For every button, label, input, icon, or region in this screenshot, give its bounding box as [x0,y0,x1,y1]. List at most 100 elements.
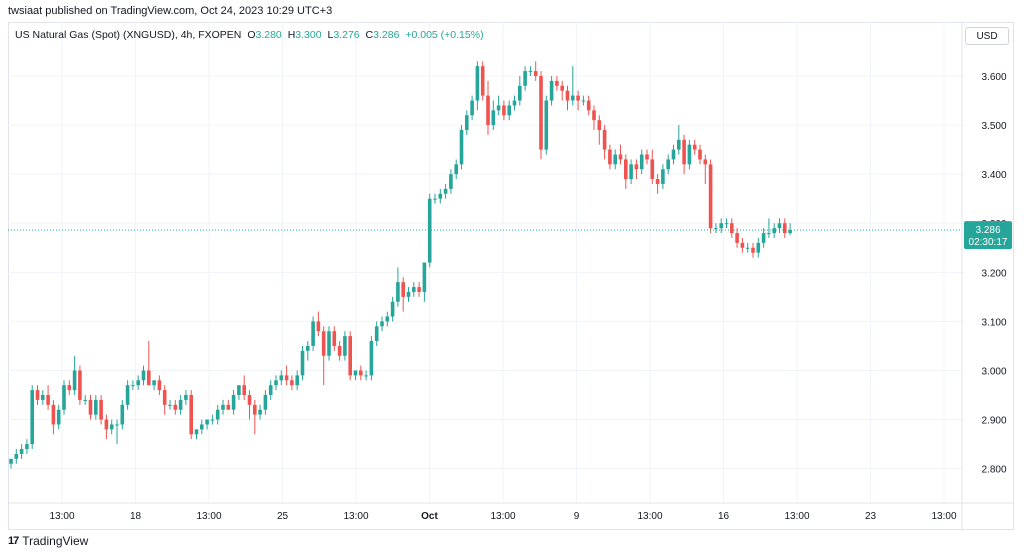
candle-body [279,375,284,381]
legend-open-label: O [247,29,256,41]
candle-body [512,100,517,106]
candle-body [258,409,262,415]
candle-body [290,380,294,386]
candle-body [533,71,538,76]
candle-body [231,395,236,410]
candle-body [692,144,697,150]
candle-body [724,223,729,225]
candle-body [549,80,554,101]
x-tick-label: 18 [130,511,142,522]
candle-body [682,139,686,165]
legend-symbol: US Natural Gas (Spot) (XNGUSD), 4h, FXOP… [15,29,242,41]
candle-body [348,336,352,376]
currency-button[interactable]: USD [965,27,1009,45]
candle-body [337,345,342,356]
legend-low-label: L [327,29,334,41]
candle-body [788,230,792,234]
candle-body [311,321,315,346]
x-tick-label: 9 [574,511,580,522]
candle-body [178,399,183,410]
candle-body [523,71,527,86]
y-tick-label: 2.900 [981,416,1006,427]
candle-body [772,228,776,234]
candle-body [406,291,411,297]
candle-body [666,159,670,170]
candle-body [194,429,199,435]
candle-body [104,419,109,430]
candle-body [507,105,511,116]
candle-body [730,223,734,234]
candle-body [88,399,93,415]
candle-body [316,321,321,332]
candle-body [486,95,490,126]
candle-body [645,154,649,160]
candle-body [687,144,692,165]
footer-brand[interactable]: TradingView [22,534,89,548]
candle-body [443,188,448,194]
candle-body [125,385,130,405]
candle-body [412,287,416,292]
candle-body [83,399,87,401]
candle-body [703,159,708,165]
candle-body [634,164,639,170]
candle-body [284,375,289,381]
candle-body [210,419,215,421]
candle-body [560,85,564,91]
candle-body [136,380,140,386]
countdown-label: 02:30:17 [969,237,1008,248]
x-tick-label: 23 [865,511,877,522]
candle-body [698,149,702,160]
legend-high: 3.300 [295,29,322,41]
candle-body [613,154,617,165]
candle-body [761,233,766,243]
y-tick-label: 3.000 [981,366,1006,377]
candle-body [433,198,437,200]
candle-body [592,110,596,121]
legend-close: 3.286 [373,29,400,41]
candle-body [295,375,299,386]
candle-body [157,380,162,391]
x-tick-label: 13:00 [784,511,809,522]
candle-body [475,66,480,101]
x-tick-label: Oct [421,511,438,522]
candle-body [147,370,151,386]
candle-body [30,390,34,445]
candle-body [470,100,474,116]
candle-body [777,223,782,229]
candle-body [655,179,660,184]
candle-body [221,404,225,410]
candle-body [343,336,347,356]
legend-change: +0.005 (+0.15%) [405,29,484,41]
candle-body [19,449,24,454]
candle-body [618,154,623,160]
candle-body [528,71,533,73]
candle-body [396,282,400,302]
candle-body [237,385,241,396]
candle-body [783,223,787,234]
candle-body [78,370,82,400]
candle-body [189,395,193,435]
candle-body [332,331,337,346]
candle-body [756,242,761,253]
candle-body [72,370,77,391]
candle-body [247,395,252,405]
candle-body [242,385,246,396]
candle-body [624,159,628,180]
x-tick-label: 13:00 [49,511,74,522]
candle-body [321,331,326,356]
candle-body [62,385,66,410]
candle-body [496,105,501,111]
candle-body [25,444,29,450]
candle-body [449,174,453,189]
candle-body [131,385,135,387]
published-line: twsiaat published on TradingView.com, Oc… [8,5,333,17]
y-tick-label: 3.500 [981,121,1006,132]
candle-body [14,453,19,459]
y-tick-label: 3.400 [981,170,1006,181]
candle-body [708,164,713,229]
candle-body [364,375,368,377]
candle-body [671,149,676,160]
candle-body [369,341,374,376]
candle-body [268,385,273,396]
